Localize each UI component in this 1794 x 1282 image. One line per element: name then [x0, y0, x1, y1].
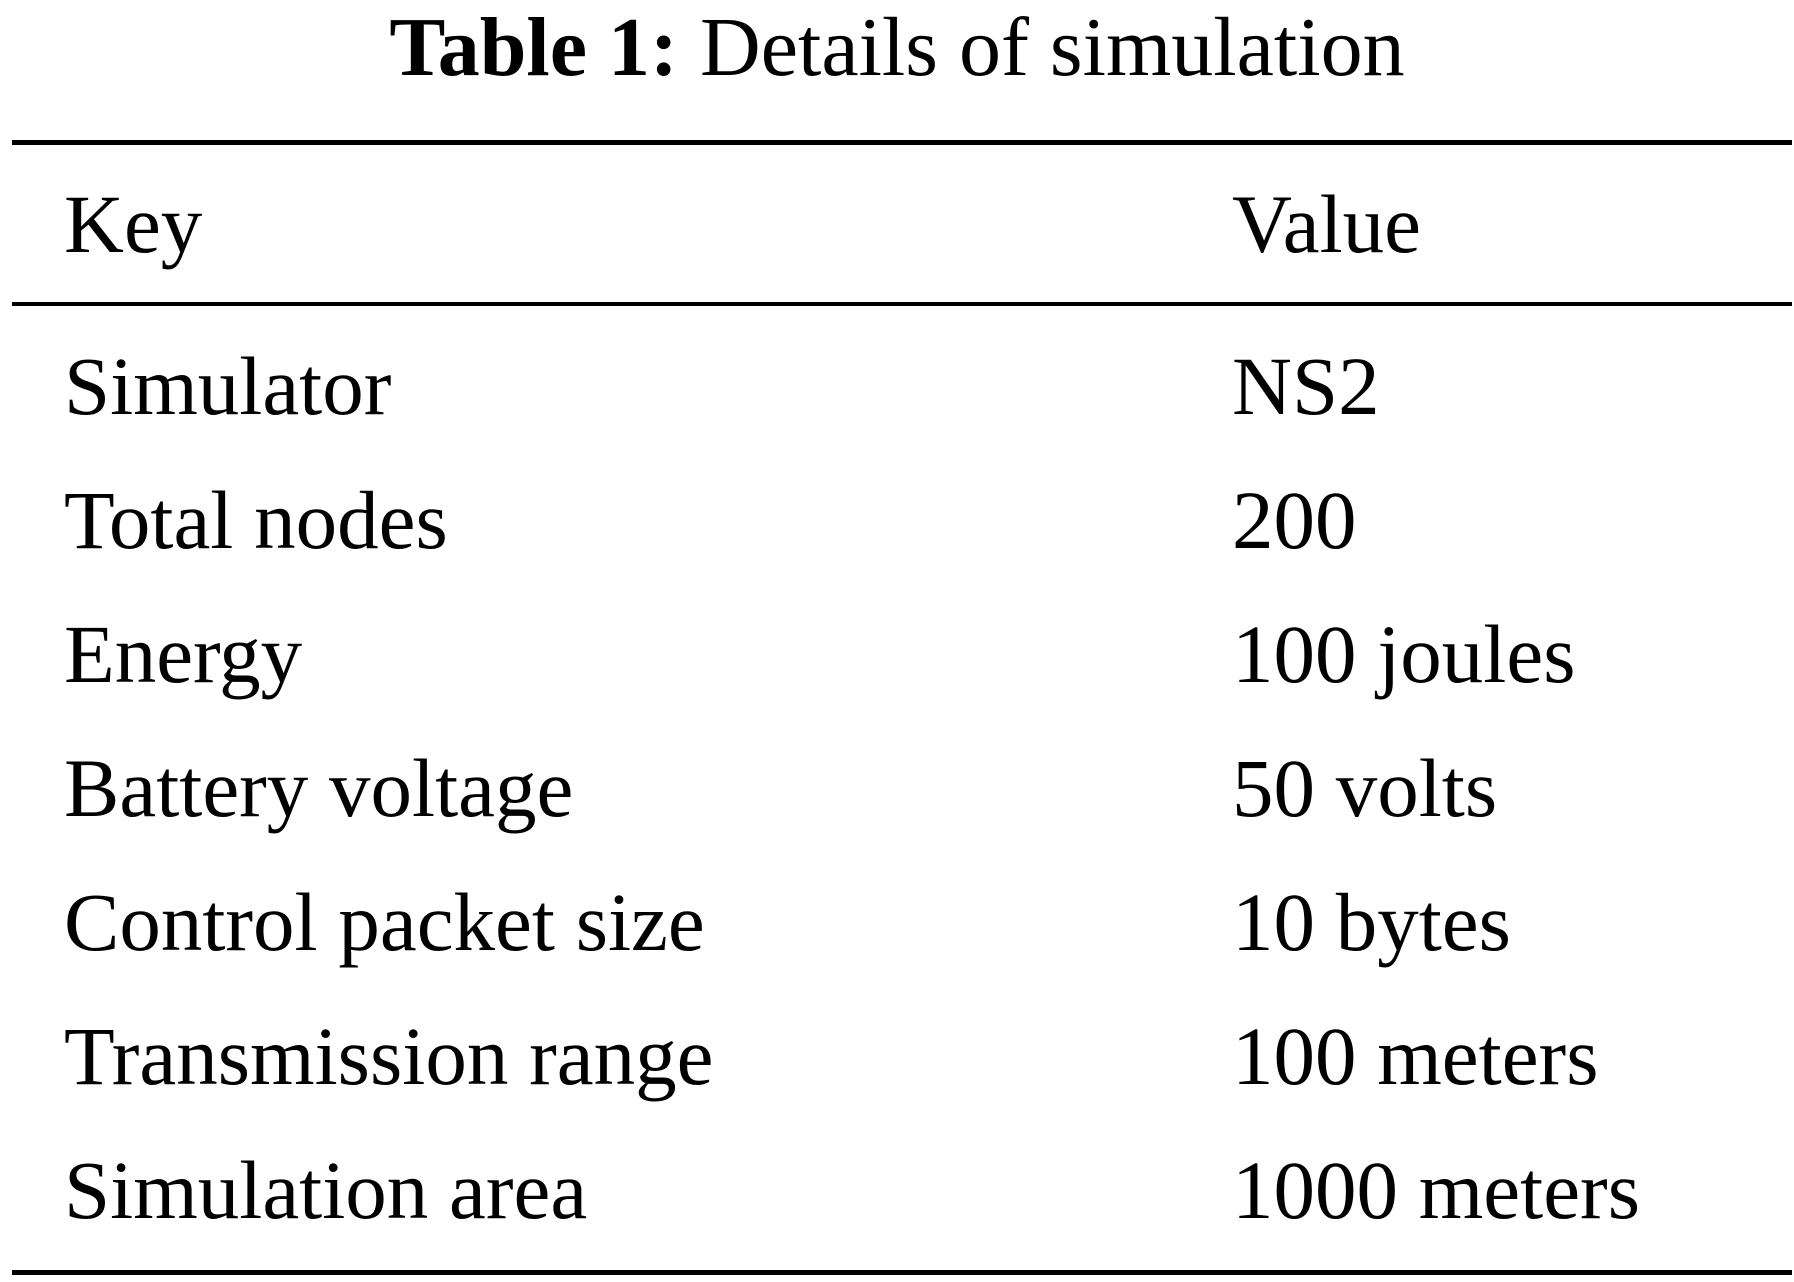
row-key: Simulation area: [64, 1144, 588, 1236]
row-key: Transmission range: [64, 1010, 714, 1102]
bottom-rule: [12, 1270, 1792, 1275]
row-value: NS2: [1232, 340, 1380, 432]
table-caption: Table 1: Details of simulation: [0, 0, 1794, 96]
row-value: 50 volts: [1232, 742, 1498, 834]
row-value: 10 bytes: [1232, 876, 1511, 968]
row-key: Control packet size: [64, 876, 705, 968]
row-key: Total nodes: [64, 474, 448, 566]
row-value: 100 joules: [1232, 608, 1576, 700]
row-value: 200: [1232, 474, 1357, 566]
caption-text: Details of simulation: [700, 1, 1405, 94]
row-value: 100 meters: [1232, 1010, 1599, 1102]
header-rule: [12, 302, 1792, 306]
row-key: Simulator: [64, 340, 392, 432]
column-header-key: Key: [64, 178, 203, 270]
row-key: Energy: [64, 608, 303, 700]
row-key: Battery voltage: [64, 742, 574, 834]
caption-label: Table 1:: [389, 1, 679, 94]
top-rule: [12, 140, 1792, 145]
column-header-value: Value: [1232, 178, 1421, 270]
row-value: 1000 meters: [1232, 1144, 1640, 1236]
